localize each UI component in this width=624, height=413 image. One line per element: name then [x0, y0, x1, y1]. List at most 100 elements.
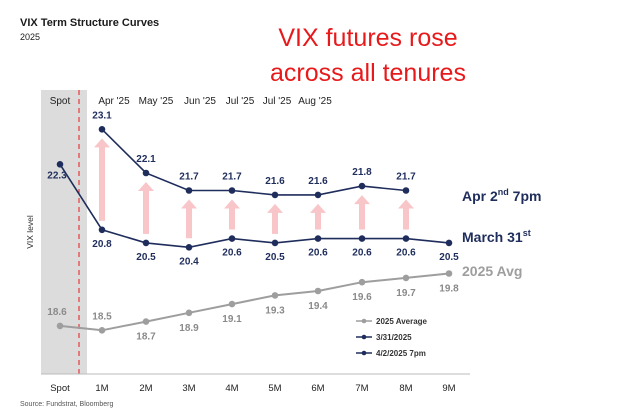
data-point — [98, 226, 106, 234]
legend-entry: 2025 Average — [356, 317, 428, 326]
data-label: 20.6 — [308, 248, 328, 259]
data-point — [314, 287, 322, 295]
data-label: 19.4 — [308, 301, 328, 312]
x-tick-label: 8M — [399, 383, 412, 394]
change-arrow — [94, 138, 110, 221]
data-points — [56, 126, 453, 334]
data-point — [142, 318, 150, 325]
month-labels: Spot Apr '25 May '25 Jun '25 Jul '25 Jul '25 A… — [50, 96, 333, 107]
data-point — [402, 274, 410, 282]
data-label: 19.6 — [352, 292, 372, 303]
legend: 2025 Average 3/31/2025 4/2/2025 7pm — [352, 311, 448, 364]
series-line-2 — [101, 128, 407, 196]
x-tick-label: 7M — [355, 383, 368, 394]
data-labels: 18.6 18.5 18.7 18.9 19.1 19.3 19.4 19.6 19.7 19.8… — [47, 110, 459, 342]
legend-entry: 4/2/2025 7pm — [356, 349, 426, 358]
month-label: May '25 — [139, 96, 174, 107]
data-point — [228, 235, 236, 242]
data-label: 20.4 — [179, 256, 199, 267]
data-point — [185, 309, 193, 317]
data-label: 21.8 — [352, 167, 372, 178]
data-point — [228, 187, 236, 194]
month-label: Aug '25 — [298, 96, 332, 107]
chart-subtitle: 2025 — [20, 32, 40, 42]
data-point — [142, 239, 150, 247]
data-label: 20.6 — [222, 248, 242, 259]
svg-text:3/31/2025: 3/31/2025 — [376, 333, 412, 342]
data-label: 19.3 — [265, 305, 285, 316]
series-end-label: March 31st — [462, 228, 531, 245]
data-point — [56, 322, 64, 330]
month-label: Jun '25 — [184, 96, 216, 107]
change-arrows — [94, 138, 414, 239]
data-point — [271, 191, 279, 199]
data-point — [185, 244, 193, 251]
series-lines — [59, 128, 450, 332]
series-end-label: 2025 Avg — [462, 263, 522, 279]
data-point — [314, 191, 322, 199]
data-point — [314, 235, 322, 242]
svg-text:2025 Average: 2025 Average — [376, 317, 428, 326]
x-tick-label: 2M — [139, 383, 152, 394]
data-label: 21.7 — [179, 171, 199, 182]
x-tick-label: 4M — [225, 383, 238, 394]
source-note: Source: Fundstrat, Bloomberg — [20, 401, 113, 408]
data-label: 18.7 — [136, 332, 156, 343]
data-point — [56, 161, 64, 168]
data-point — [402, 187, 410, 194]
data-point — [271, 292, 279, 299]
change-arrow — [310, 203, 326, 230]
data-label: 18.5 — [92, 311, 112, 322]
change-arrow — [267, 203, 283, 234]
x-tick-label: 5M — [268, 383, 281, 394]
data-label: 22.3 — [47, 170, 67, 181]
data-label: 19.1 — [222, 314, 242, 325]
x-tick-label: 3M — [182, 383, 195, 394]
data-label: 20.6 — [396, 248, 416, 259]
x-tick-label: 6M — [311, 383, 324, 394]
change-arrow — [224, 199, 240, 230]
month-label: Spot — [50, 96, 71, 107]
svg-text:4/2/2025 7pm: 4/2/2025 7pm — [376, 349, 426, 358]
data-point — [142, 169, 150, 177]
y-axis-label: VIX level — [25, 215, 35, 249]
change-arrow — [138, 182, 154, 234]
x-tick-labels: Spot 1M 2M 3M 4M 5M 6M 7M 8M 9M — [50, 383, 455, 394]
legend-entry: 3/31/2025 — [356, 333, 412, 342]
data-point — [358, 235, 366, 242]
data-point — [271, 239, 279, 247]
data-label: 23.1 — [92, 110, 112, 121]
data-label: 19.8 — [439, 284, 459, 295]
data-point — [402, 235, 410, 242]
series-line-0 — [59, 272, 450, 332]
data-label: 21.7 — [222, 171, 242, 182]
data-label: 21.6 — [265, 176, 285, 187]
x-tick-label: Spot — [50, 383, 70, 394]
data-point — [358, 182, 366, 190]
headline-line-2: across all tenures — [270, 59, 466, 87]
data-label: 21.6 — [308, 176, 328, 187]
data-point — [445, 270, 453, 277]
data-label: 18.6 — [47, 307, 67, 318]
month-label: Jul '25 — [226, 96, 255, 107]
x-tick-label: 1M — [95, 383, 108, 394]
headline-line-1: VIX futures rose — [278, 24, 457, 52]
data-label: 20.5 — [439, 252, 459, 263]
data-point — [98, 126, 106, 133]
data-label: 20.5 — [265, 252, 285, 263]
series-end-label: Apr 2nd 7pm — [462, 187, 541, 204]
x-tick-label: 9M — [442, 383, 455, 394]
data-label: 20.6 — [352, 248, 372, 259]
data-label: 20.8 — [92, 239, 112, 250]
data-point — [358, 278, 366, 286]
data-point — [185, 187, 193, 194]
chart-title: VIX Term Structure Curves — [20, 17, 159, 29]
month-label: Apr '25 — [98, 96, 130, 107]
data-label: 21.7 — [396, 171, 416, 182]
data-point — [98, 327, 106, 334]
change-arrow — [181, 199, 197, 239]
data-label: 20.5 — [136, 252, 156, 263]
series-line-1 — [59, 163, 450, 249]
data-label: 22.1 — [136, 154, 156, 165]
